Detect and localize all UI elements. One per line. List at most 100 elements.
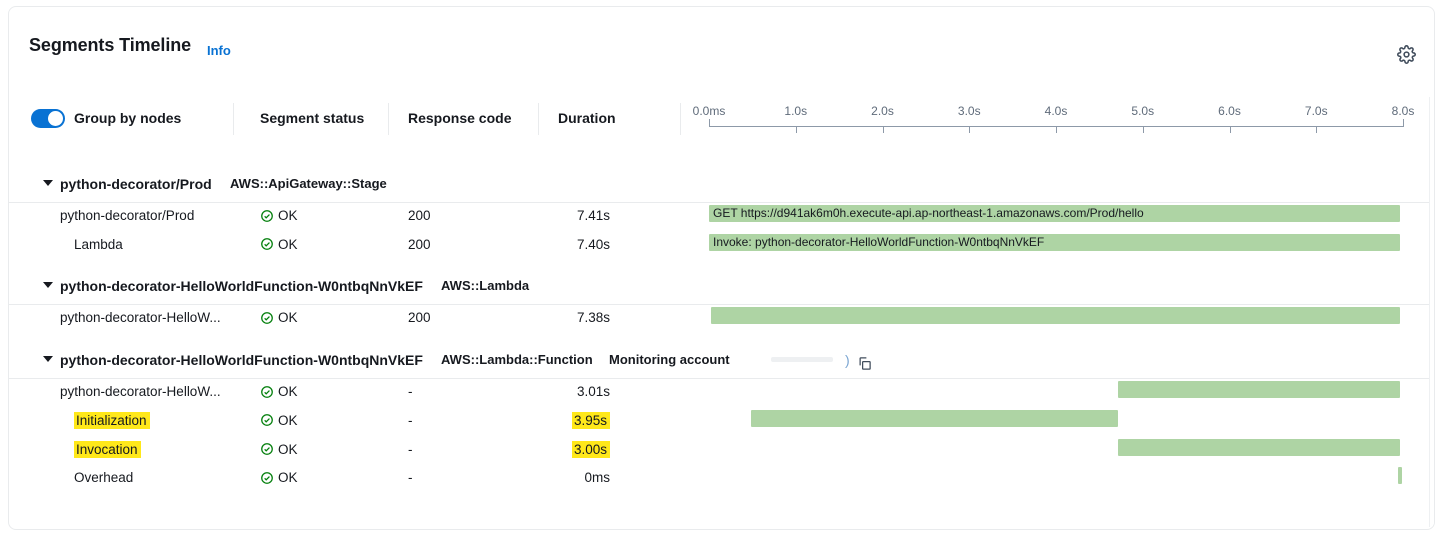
- duration-value: 7.38s: [576, 310, 610, 326]
- column-header-response-code: Response code: [408, 110, 512, 126]
- status-text: OK: [278, 208, 298, 223]
- chevron-down-icon[interactable]: [43, 356, 53, 363]
- table-row[interactable]: Lambda OK 200 7.40s Invoke: python-decorator…: [9, 232, 1434, 260]
- axis-tick-label: 5.0s: [1131, 104, 1155, 118]
- group-name: python-decorator-HelloWorldFunction-W0nt…: [60, 278, 423, 295]
- status-text: OK: [278, 470, 298, 486]
- status-badge: OK: [260, 413, 298, 428]
- status-text: OK: [278, 412, 298, 428]
- row-name: python-decorator-HelloW...: [60, 310, 221, 326]
- duration-value: 3.01s: [576, 384, 610, 400]
- timeline-bar[interactable]: [710, 307, 1400, 325]
- response-code: 200: [408, 208, 431, 223]
- card-header: Segments Timeline Info: [9, 7, 1434, 75]
- monitoring-account-label: Monitoring account: [609, 352, 730, 368]
- axis-tick: [1316, 126, 1318, 133]
- column-divider: [680, 103, 681, 135]
- status-text: OK: [278, 236, 298, 252]
- axis-tick-label: 8.0s: [1391, 104, 1415, 118]
- paren-fragment: ): [845, 352, 850, 368]
- timeline-bar[interactable]: Invoke: python-decorator-HelloWorldFunct…: [709, 233, 1400, 251]
- gear-icon[interactable]: [1395, 43, 1417, 65]
- status-badge: OK: [260, 442, 298, 457]
- toggle-knob: [48, 111, 63, 126]
- status-badge: OK: [260, 208, 298, 223]
- status-badge: OK: [260, 384, 298, 399]
- ghost-placeholder: [771, 357, 833, 362]
- group-name: python-decorator/Prod: [60, 176, 212, 192]
- column-divider: [538, 103, 539, 135]
- table-row[interactable]: python-decorator/Prod OK 200 7.41s GET https…: [9, 203, 1434, 231]
- axis-tick: [1403, 119, 1404, 127]
- status-text: OK: [278, 441, 298, 457]
- duration-value: 7.41s: [576, 208, 610, 223]
- group-header[interactable]: python-decorator/Prod: [9, 167, 1434, 203]
- timeline-bar[interactable]: [1397, 467, 1402, 485]
- row-name: python-decorator-HelloW...: [60, 384, 221, 400]
- page-title: Segments Timeline: [29, 35, 192, 55]
- status-badge: OK: [260, 470, 298, 485]
- segments-timeline-card: Segments Timeline Info Group by nodes Se…: [8, 6, 1435, 530]
- column-divider: [233, 103, 234, 135]
- row-name: Initialization: [74, 411, 150, 429]
- duration-value: 3.00s: [560, 440, 610, 458]
- response-code: -: [408, 441, 413, 457]
- timeline-axis: 0.0ms 1.0s 2.0s 3.0s 4.0s 5.0s 6.0s 7.0s 8.0s: [9, 99, 1434, 139]
- axis-tick: [1142, 126, 1144, 133]
- status-badge: OK: [260, 237, 298, 252]
- axis-tick-label: 4.0s: [1044, 104, 1068, 118]
- row-name: python-decorator/Prod: [60, 208, 195, 223]
- group-resource-type: AWS::ApiGateway::Stage: [230, 176, 387, 191]
- axis-tick: [795, 126, 797, 133]
- group-header[interactable]: python-decorator-HelloWorldFunction-W0nt…: [9, 343, 1434, 380]
- axis-tick: [1229, 126, 1231, 133]
- axis-tick-label: 7.0s: [1304, 104, 1328, 118]
- axis-tick-label: 2.0s: [871, 104, 894, 118]
- table-row[interactable]: Invocation OK - 3.00s: [9, 437, 1434, 465]
- axis-tick: [969, 126, 971, 133]
- group-header[interactable]: python-decorator-HelloWorldFunction-W0nt…: [9, 269, 1434, 306]
- chevron-down-icon[interactable]: [43, 180, 53, 186]
- status-text: OK: [278, 384, 298, 400]
- info-link[interactable]: Info: [207, 43, 231, 58]
- copy-icon[interactable]: [857, 356, 872, 371]
- timeline-bar[interactable]: [750, 409, 1118, 427]
- timeline-bar[interactable]: [1117, 381, 1400, 399]
- response-code: 200: [408, 236, 431, 252]
- group-resource-type: AWS::Lambda::Function: [441, 352, 593, 368]
- column-divider: [388, 103, 389, 135]
- group-by-nodes-label: Group by nodes: [74, 110, 182, 126]
- table-row[interactable]: python-decorator-HelloW... OK 200 7.38s: [9, 305, 1434, 333]
- axis-tick-label: 6.0s: [1218, 104, 1241, 118]
- toolbar: Group by nodes Segment status Response c…: [9, 101, 1434, 151]
- status-text: OK: [278, 310, 298, 326]
- column-header-segment-status: Segment status: [260, 110, 365, 126]
- row-name: Invocation: [74, 440, 141, 458]
- axis-tick-label: 3.0s: [957, 104, 981, 118]
- table-row[interactable]: Overhead OK - 0ms: [9, 465, 1434, 493]
- response-code: -: [408, 470, 413, 486]
- group-name: python-decorator-HelloWorldFunction-W0nt…: [60, 352, 423, 369]
- axis-tick: [709, 119, 710, 127]
- axis-tick-label: 0.0ms: [692, 104, 726, 118]
- scrollbar[interactable]: [1429, 97, 1434, 527]
- duration-value: 0ms: [584, 470, 610, 486]
- group-resource-type: AWS::Lambda: [441, 278, 530, 294]
- axis-tick-label: 1.0s: [784, 104, 808, 118]
- response-code: 200: [408, 310, 431, 326]
- row-name: Lambda: [74, 236, 123, 252]
- table-row[interactable]: python-decorator-HelloW... OK - 3.01s: [9, 379, 1434, 407]
- row-name: Overhead: [74, 470, 134, 486]
- axis-tick: [882, 126, 884, 133]
- chevron-down-icon[interactable]: [43, 282, 53, 289]
- timeline-bar[interactable]: [1117, 438, 1400, 456]
- table-row[interactable]: Initialization OK - 3.95s: [9, 408, 1434, 436]
- duration-value: 7.40s: [576, 236, 610, 252]
- response-code: -: [408, 412, 413, 428]
- column-header-duration: Duration: [558, 110, 616, 126]
- response-code: -: [408, 384, 413, 400]
- status-badge: OK: [260, 310, 298, 325]
- group-by-nodes-toggle[interactable]: [31, 109, 65, 128]
- duration-value: 3.95s: [560, 411, 610, 429]
- timeline-bar[interactable]: GET https://d941ak6m0h.execute-api.ap-no…: [709, 205, 1400, 222]
